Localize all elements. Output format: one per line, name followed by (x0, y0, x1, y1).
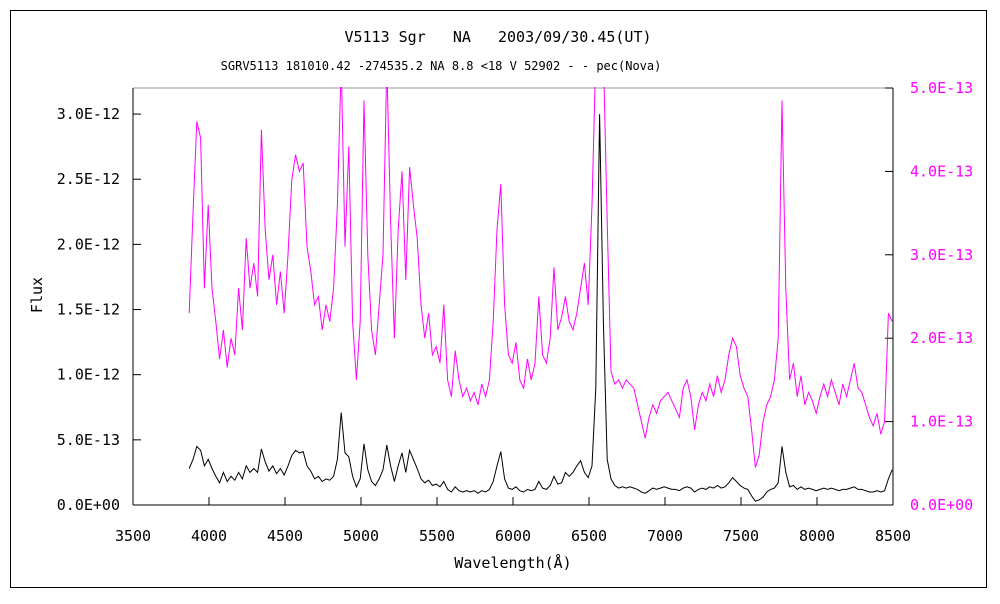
spectra-group (188, 87, 893, 502)
y-right-tick-label-4.0E-13: 4.0E-13 (910, 162, 973, 180)
y-right-tick-label-3.0E-13: 3.0E-13 (910, 246, 973, 264)
x-tick-label-6500: 6500 (571, 527, 607, 545)
spectrum-line-magenta (188, 87, 893, 468)
spectrum-line-black (188, 114, 893, 502)
y-axis-label-flux: Flux (28, 277, 46, 313)
y-right-tick-label-0.0E+00: 0.0E+00 (910, 496, 973, 514)
x-tick-label-6000: 6000 (495, 527, 531, 545)
y-right-ticks-group: 0.0E+00 1.0E-13 2.0E-13 3.0E-13 4.0E-13 5.0E-… (885, 79, 973, 514)
x-tick-label-7000: 7000 (647, 527, 683, 545)
x-ticks-group: 3500 4000 4500 5000 5500 6000 6500 7000 7500 8000… (115, 497, 911, 545)
x-tick-label-5000: 5000 (343, 527, 379, 545)
y-right-tick-label-5.0E-13: 5.0E-13 (910, 79, 973, 97)
y-left-tick-label-1.5E-12: 1.5E-12 (57, 301, 120, 319)
x-tick-label-4500: 4500 (267, 527, 303, 545)
y-right-tick-label-2.0E-13: 2.0E-13 (910, 329, 973, 347)
y-left-tick-label-2.0E-12: 2.0E-12 (57, 235, 120, 253)
x-tick-label-8500: 8500 (875, 527, 911, 545)
x-tick-label-4000: 4000 (191, 527, 227, 545)
x-axis-label: Wavelength(Å) (454, 553, 571, 572)
x-tick-label-8000: 8000 (799, 527, 835, 545)
x-tick-label-7500: 7500 (723, 527, 759, 545)
y-left-ticks-group: 0.0E+00 5.0E-13 1.0E-12 1.5E-12 2.0E-12 2.5E-… (57, 105, 141, 514)
y-right-tick-label-1.0E-13: 1.0E-13 (910, 413, 973, 431)
x-tick-label-3500: 3500 (115, 527, 151, 545)
outer-border (10, 10, 987, 588)
y-left-tick-label-2.5E-12: 2.5E-12 (57, 170, 120, 188)
y-left-tick-label-5.0E-13: 5.0E-13 (57, 431, 120, 449)
x-tick-label-5500: 5500 (419, 527, 455, 545)
y-left-tick-label-0.0E+00: 0.0E+00 (57, 496, 120, 514)
y-left-tick-label-3.0E-12: 3.0E-12 (57, 105, 120, 123)
chart-subtitle: SGRV5113 181010.42 -274535.2 NA 8.8 <18 … (221, 59, 662, 73)
y-left-tick-label-1.0E-12: 1.0E-12 (57, 366, 120, 384)
chart-title: V5113 Sgr NA 2003/09/30.45(UT) (344, 28, 651, 46)
